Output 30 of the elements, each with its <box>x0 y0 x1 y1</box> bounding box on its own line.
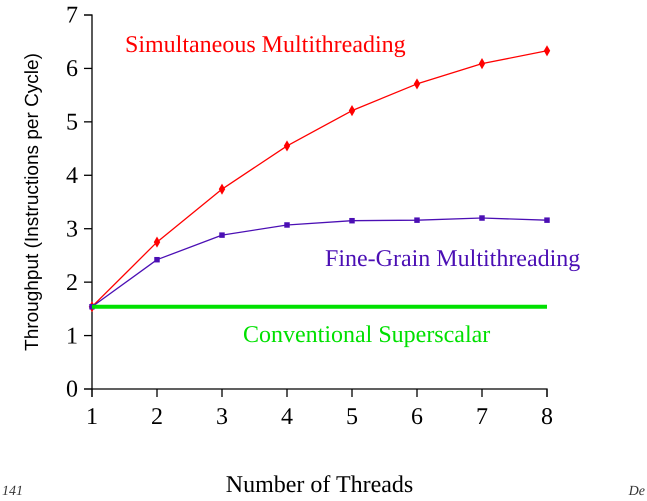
y-axis-title: Throughput (Instructions per Cycle) <box>22 53 43 351</box>
y-tick-label: 4 <box>66 162 78 189</box>
y-tick-label: 2 <box>66 270 78 296</box>
point <box>479 215 485 221</box>
text: 141 <box>2 484 23 499</box>
point <box>544 217 550 223</box>
x-tick-label: 8 <box>541 404 553 430</box>
series-label: Conventional Superscalar <box>243 322 490 348</box>
x-tick-label: 6 <box>411 404 423 430</box>
y-tick-label: 3 <box>66 216 78 242</box>
point <box>349 218 355 224</box>
y-tick-label: 1 <box>66 323 78 350</box>
y-tick-label: 5 <box>66 110 78 136</box>
point <box>154 256 160 262</box>
x-tick-label: 4 <box>281 404 293 430</box>
x-tick-label: 7 <box>476 404 488 430</box>
y-tick-label: 7 <box>66 2 78 29</box>
point <box>219 232 225 238</box>
x-axis-title: Number of Threads <box>226 472 414 498</box>
y-tick-label: 6 <box>66 56 78 82</box>
text: De <box>628 484 645 499</box>
x-tick-label: 2 <box>151 404 163 430</box>
y-tick-label: 0 <box>66 376 78 403</box>
x-tick-label: 5 <box>346 404 358 430</box>
x-tick-label: 1 <box>86 404 98 430</box>
point <box>414 217 420 223</box>
point <box>284 222 290 228</box>
series-label: Simultaneous Multithreading <box>125 32 406 58</box>
x-tick-label: 3 <box>216 404 228 430</box>
series-label: Fine-Grain Multithreading <box>325 246 580 272</box>
